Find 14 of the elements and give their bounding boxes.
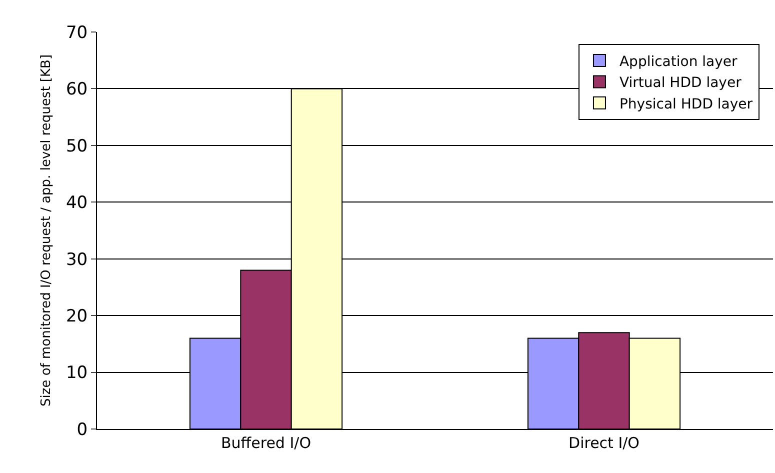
y-tick-label: 70 — [66, 22, 88, 43]
y-tick-label: 30 — [66, 250, 88, 270]
y-tick-label: 10 — [66, 363, 88, 384]
y-tick-label: 50 — [66, 136, 88, 156]
x-tick-label: Buffered I/O — [221, 434, 311, 452]
y-tick-label: 0 — [76, 420, 88, 440]
legend-label: Virtual HDD layer — [619, 75, 742, 92]
legend-label: Physical HDD layer — [619, 96, 753, 112]
y-tick-label: 20 — [66, 306, 88, 327]
legend-label: Application layer — [619, 54, 738, 70]
y-tick-label: 60 — [66, 80, 88, 100]
y-axis-title: Size of monitored I/O request / app. level request [KB] — [38, 54, 54, 406]
x-tick-label: Direct I/O — [568, 434, 640, 452]
y-tick-label: 40 — [66, 193, 88, 214]
